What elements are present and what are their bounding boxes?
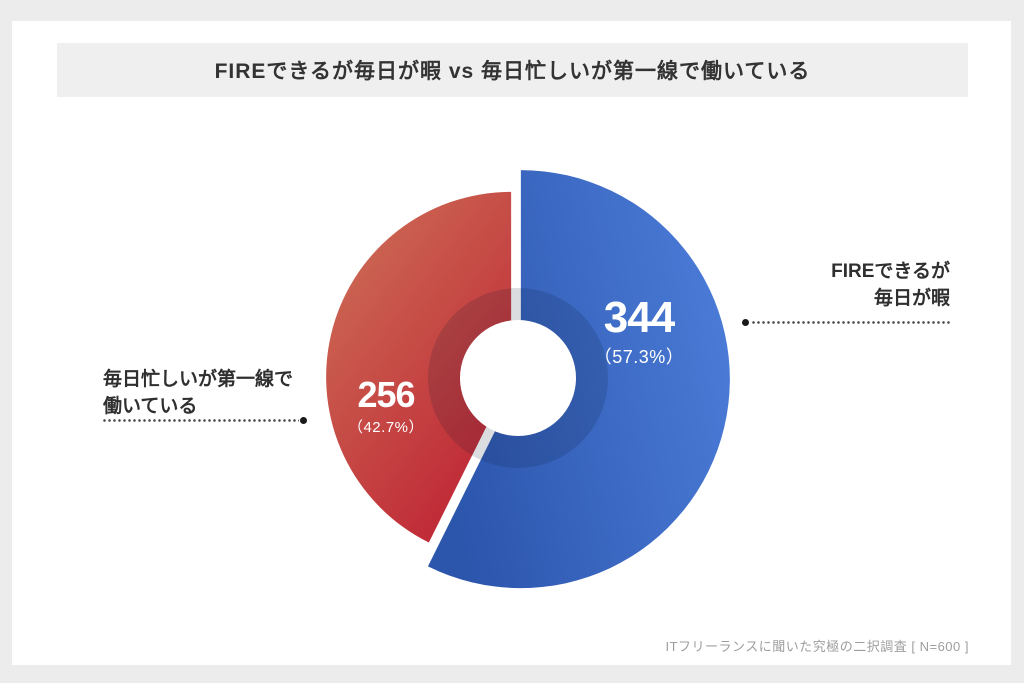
- blue-slice-count: 344: [603, 293, 675, 342]
- leader-line-right: [752, 321, 952, 324]
- survey-source-note: ITフリーランスに聞いた究極の二択調査 [ N=600 ]: [665, 639, 969, 654]
- blue-slice-percent: （57.3%）: [593, 347, 685, 367]
- pie-slices: [326, 170, 730, 589]
- red-slice-value: 256 （42.7%）: [316, 377, 456, 437]
- leader-dot-right: [742, 319, 749, 326]
- callout-fire-line2: 毎日が暇: [873, 288, 950, 309]
- callout-busy-line2: 働いている: [103, 396, 198, 417]
- blue-slice-value: 344 （57.3%）: [569, 296, 709, 369]
- callout-label-fire: FIREできるが 毎日が暇: [831, 258, 950, 312]
- donut-hole: [460, 320, 576, 436]
- red-slice-percent: （42.7%）: [347, 419, 425, 436]
- leader-line-left: [103, 419, 299, 422]
- pie-slice-1: [326, 191, 512, 543]
- callout-fire-line1: FIREできるが: [831, 261, 950, 282]
- red-slice-count: 256: [357, 374, 415, 415]
- pie-slice-0: [427, 170, 730, 589]
- title-band: FIREできるが毎日が暇 vs 毎日忙しいが第一線で働いている: [57, 43, 968, 97]
- callout-busy-line1: 毎日忙しいが第一線で: [103, 369, 294, 390]
- page-title: FIREできるが毎日が暇 vs 毎日忙しいが第一線で働いている: [214, 60, 811, 83]
- leader-dot-left: [300, 417, 307, 424]
- callout-label-busy: 毎日忙しいが第一線で 働いている: [103, 366, 293, 420]
